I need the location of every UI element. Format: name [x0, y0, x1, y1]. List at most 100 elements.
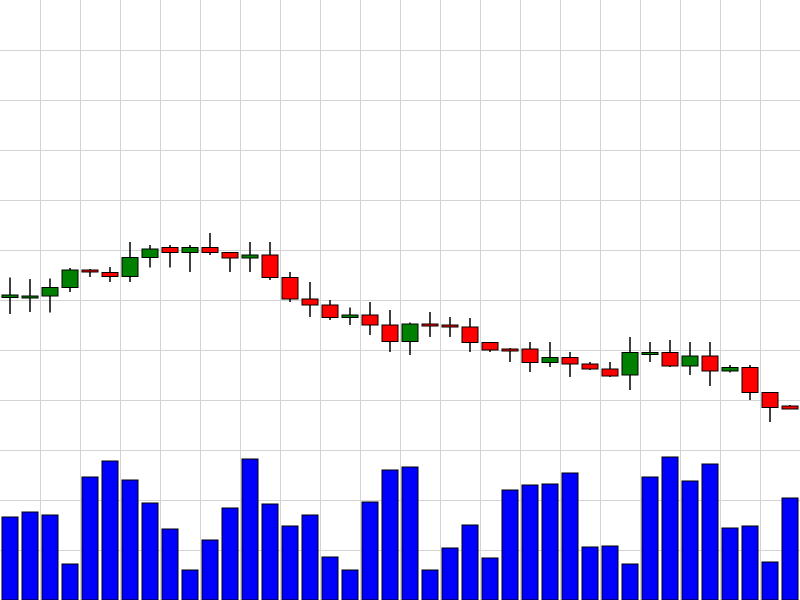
volume-bar — [381, 469, 399, 600]
volume-bar — [161, 528, 179, 600]
candle-body-down — [201, 247, 219, 253]
candle-body-down — [101, 272, 119, 277]
candlestick — [701, 342, 719, 386]
candlestick — [421, 312, 439, 337]
candle-body-down — [781, 405, 799, 410]
volume-bar — [441, 547, 459, 600]
candle-body-down — [601, 368, 619, 377]
volume-bar — [261, 503, 279, 600]
candle-body-down — [501, 348, 519, 352]
candlestick — [661, 340, 679, 367]
volume-bar — [141, 502, 159, 600]
candlestick — [241, 242, 259, 272]
volume-bar — [361, 501, 379, 600]
candle-body-down — [441, 324, 459, 328]
candle-body-down — [581, 363, 599, 370]
candle-body-down — [521, 348, 539, 363]
candle-body-up — [61, 269, 79, 288]
volume-bar — [1, 516, 19, 600]
candle-body-up — [41, 287, 59, 297]
volume-bar — [181, 569, 199, 600]
candlestick — [341, 307, 359, 325]
volume-bar — [521, 484, 539, 600]
volume-bar — [301, 514, 319, 600]
candle-body-down — [301, 298, 319, 306]
candlestick — [101, 267, 119, 282]
candle-body-down — [701, 355, 719, 372]
volume-bar — [721, 527, 739, 600]
candlestick — [321, 300, 339, 320]
candle-body-down — [381, 324, 399, 342]
candlestick — [621, 337, 639, 390]
candle-body-down — [261, 254, 279, 278]
candlestick — [581, 362, 599, 370]
volume-bar — [561, 472, 579, 600]
volume-bar — [421, 569, 439, 600]
candlestick — [21, 279, 39, 312]
candle-body-down — [321, 304, 339, 318]
volume-bar — [641, 476, 659, 600]
volume-bar — [61, 563, 79, 600]
candlestick — [501, 348, 519, 362]
candlestick — [221, 252, 239, 272]
candle-body-down — [741, 367, 759, 393]
candlestick — [161, 245, 179, 268]
candlestick — [1, 277, 19, 314]
candle-body-up — [341, 314, 359, 318]
candlestick — [761, 392, 779, 422]
candlestick — [301, 282, 319, 317]
volume-bar — [581, 546, 599, 600]
candlestick — [521, 342, 539, 372]
candlestick — [201, 233, 219, 255]
volume-bar — [41, 514, 59, 600]
candlestick — [481, 342, 499, 352]
volume-bar — [321, 556, 339, 600]
candle-body-up — [21, 295, 39, 299]
volume-bar — [461, 524, 479, 600]
candle-body-down — [761, 392, 779, 408]
candlestick — [541, 342, 559, 367]
volume-bar — [681, 480, 699, 600]
candlestick — [281, 272, 299, 302]
volume-bar — [701, 463, 719, 600]
volume-bar — [741, 525, 759, 600]
candle-body-down — [81, 269, 99, 273]
candle-body-up — [621, 352, 639, 376]
volume-bar — [101, 460, 119, 600]
candle-body-down — [661, 352, 679, 367]
candlestick — [561, 352, 579, 377]
volume-bar — [621, 563, 639, 600]
candlestick — [641, 342, 659, 362]
candlestick — [441, 317, 459, 337]
candlestick — [41, 278, 59, 313]
volume-bar — [401, 466, 419, 600]
volume-bar — [21, 511, 39, 600]
candlestick — [461, 318, 479, 352]
candlestick — [261, 242, 279, 280]
candlestick — [141, 245, 159, 268]
volume-bar — [341, 569, 359, 600]
candle-body-up — [141, 248, 159, 258]
candlestick — [361, 302, 379, 335]
candlestick — [781, 405, 799, 410]
candle-body-up — [721, 367, 739, 372]
candle-body-up — [541, 357, 559, 363]
candle-body-down — [421, 323, 439, 327]
candlestick — [681, 342, 699, 375]
candle-body-down — [221, 252, 239, 259]
candlestick — [401, 322, 419, 355]
volume-bar — [601, 545, 619, 600]
candle-body-up — [1, 294, 19, 298]
candlestick — [381, 310, 399, 352]
candle-body-up — [681, 355, 699, 367]
candle-body-down — [281, 277, 299, 300]
candlestick — [721, 365, 739, 373]
candle-body-up — [241, 254, 259, 259]
volume-bar — [281, 525, 299, 600]
volume-bar — [541, 483, 559, 600]
candle-body-down — [161, 247, 179, 253]
volume-bar — [481, 557, 499, 600]
volume-bar — [121, 479, 139, 600]
